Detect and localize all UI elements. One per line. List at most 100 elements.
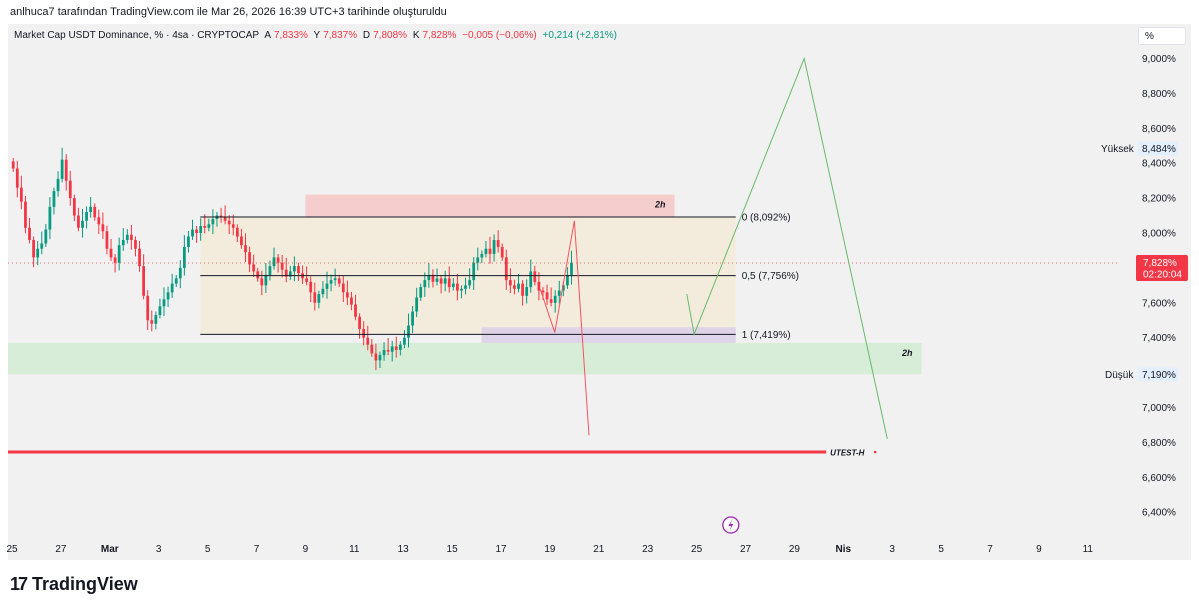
candle[interactable]: [154, 315, 158, 324]
candle[interactable]: [354, 304, 357, 317]
candle[interactable]: [386, 349, 390, 352]
candle[interactable]: [460, 288, 463, 291]
candle[interactable]: [345, 292, 349, 298]
candle[interactable]: [248, 252, 251, 265]
candle[interactable]: [72, 198, 76, 216]
candle[interactable]: [146, 295, 150, 321]
candle[interactable]: [288, 271, 292, 277]
candle[interactable]: [468, 280, 472, 286]
candle[interactable]: [370, 344, 374, 354]
candle[interactable]: [252, 264, 256, 272]
candle[interactable]: [77, 215, 80, 228]
candle[interactable]: [68, 180, 72, 199]
candle[interactable]: [297, 266, 300, 274]
candle[interactable]: [362, 328, 366, 338]
candle[interactable]: [456, 283, 459, 291]
candle[interactable]: [32, 239, 35, 258]
candle[interactable]: [227, 220, 231, 225]
candle[interactable]: [268, 266, 272, 275]
candle[interactable]: [443, 278, 447, 284]
candle[interactable]: [309, 281, 313, 293]
green-projection-path[interactable]: [686, 56, 888, 440]
candle[interactable]: [337, 278, 341, 284]
candle[interactable]: [125, 234, 129, 240]
candle[interactable]: [525, 287, 529, 296]
candle[interactable]: [570, 262, 573, 275]
candle[interactable]: [488, 248, 492, 254]
candle[interactable]: [130, 234, 133, 240]
candle[interactable]: [182, 246, 186, 268]
candle[interactable]: [113, 257, 117, 263]
candle[interactable]: [333, 278, 337, 281]
candle[interactable]: [211, 219, 215, 225]
candle[interactable]: [321, 288, 325, 295]
candle[interactable]: [231, 224, 235, 228]
candle[interactable]: [415, 297, 419, 312]
candle[interactable]: [284, 269, 288, 277]
candle[interactable]: [496, 239, 500, 247]
candle[interactable]: [24, 201, 27, 228]
candle[interactable]: [464, 285, 467, 289]
candle[interactable]: [382, 349, 386, 356]
candle[interactable]: [508, 280, 512, 286]
candle[interactable]: [476, 257, 480, 263]
candle[interactable]: [121, 239, 125, 246]
supply-zone-2h[interactable]: [305, 194, 675, 218]
percent-scale-button[interactable]: %: [1138, 27, 1186, 45]
candle[interactable]: [293, 266, 296, 272]
candle[interactable]: [553, 295, 557, 303]
candle[interactable]: [178, 267, 182, 279]
candle[interactable]: [203, 226, 207, 228]
candle[interactable]: [411, 311, 414, 326]
candle[interactable]: [166, 292, 170, 300]
candle[interactable]: [272, 257, 276, 267]
candle[interactable]: [187, 236, 190, 247]
candle[interactable]: [40, 243, 44, 249]
candle[interactable]: [472, 262, 476, 281]
candle[interactable]: [557, 290, 561, 296]
candle[interactable]: [358, 316, 361, 329]
candle[interactable]: [390, 346, 394, 352]
candle[interactable]: [170, 283, 174, 293]
candle[interactable]: [484, 248, 488, 254]
candle[interactable]: [447, 278, 451, 288]
pink-projection-path[interactable]: [539, 220, 590, 436]
candle[interactable]: [394, 346, 398, 350]
candle[interactable]: [423, 280, 427, 288]
candle[interactable]: [329, 280, 333, 284]
candle[interactable]: [101, 224, 105, 232]
candle[interactable]: [44, 229, 48, 244]
candle[interactable]: [60, 159, 64, 179]
candle[interactable]: [85, 212, 88, 221]
candle[interactable]: [174, 278, 178, 284]
candle[interactable]: [504, 257, 508, 281]
tradingview-logo[interactable]: 17 TradingView: [10, 574, 138, 595]
candle[interactable]: [89, 206, 93, 213]
candle[interactable]: [500, 246, 504, 258]
candle[interactable]: [64, 159, 68, 181]
candle[interactable]: [403, 337, 406, 345]
legend-symbol[interactable]: Market Cap USDT Dominance, % · 4sa · CRY…: [14, 30, 260, 41]
candle[interactable]: [350, 297, 353, 305]
candle[interactable]: [529, 271, 533, 288]
candle[interactable]: [11, 161, 15, 169]
candle[interactable]: [419, 287, 423, 298]
candle[interactable]: [427, 274, 431, 281]
candle[interactable]: [158, 306, 162, 316]
candle[interactable]: [398, 344, 402, 350]
candle[interactable]: [48, 206, 52, 230]
candle[interactable]: [439, 278, 443, 284]
demand-zone-2h[interactable]: [8, 342, 922, 375]
candle[interactable]: [19, 187, 23, 202]
candle[interactable]: [36, 248, 40, 258]
candle[interactable]: [480, 253, 484, 258]
candle[interactable]: [305, 278, 309, 282]
candle[interactable]: [517, 283, 520, 289]
candle[interactable]: [15, 168, 19, 188]
candle[interactable]: [138, 248, 141, 267]
candle[interactable]: [435, 278, 439, 282]
candle[interactable]: [28, 227, 31, 240]
candle[interactable]: [431, 274, 435, 282]
candle[interactable]: [109, 248, 113, 258]
